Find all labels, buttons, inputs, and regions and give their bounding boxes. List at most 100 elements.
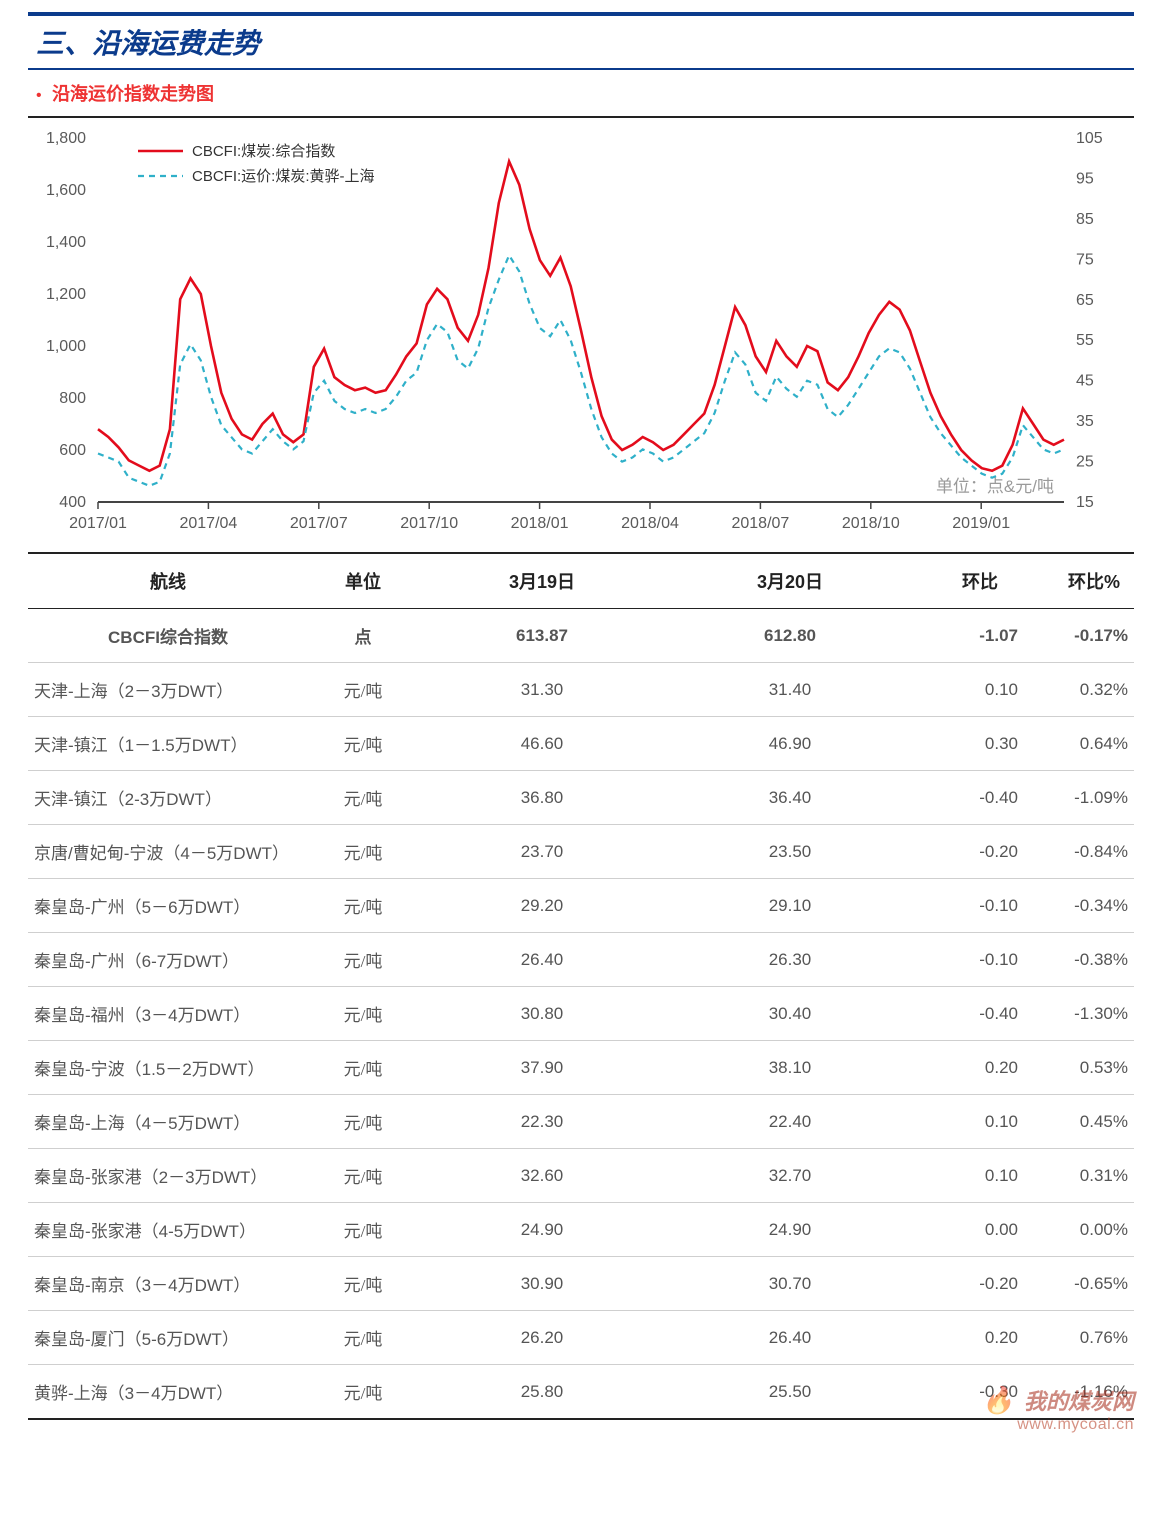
cell-d1: 32.60 [418, 1149, 666, 1203]
cell-unit: 元/吨 [308, 663, 418, 717]
cell-d1: 30.80 [418, 987, 666, 1041]
svg-text:2018/10: 2018/10 [842, 515, 900, 532]
svg-text:2018/07: 2018/07 [731, 515, 789, 532]
cell-route: 秦皇岛-福州（3－4万DWT） [28, 987, 308, 1041]
svg-text:1,000: 1,000 [46, 338, 86, 355]
cell-d1: 23.70 [418, 825, 666, 879]
cell-d2: 26.40 [666, 1311, 914, 1365]
chart-title: 沿海运价指数走势图 [52, 84, 214, 104]
svg-text:1,800: 1,800 [46, 130, 86, 147]
table-row: 秦皇岛-南京（3－4万DWT）元/吨30.9030.70-0.20-0.65% [28, 1257, 1134, 1311]
cell-hbp: -0.38% [1024, 933, 1134, 987]
cell-hbp: -0.65% [1024, 1257, 1134, 1311]
freight-chart: 4006008001,0001,2001,4001,6001,800 15253… [28, 126, 1134, 546]
svg-text:25: 25 [1076, 454, 1094, 471]
cell-route: 黄骅-上海（3－4万DWT） [28, 1365, 308, 1420]
cell-hb: 0.10 [914, 1149, 1024, 1203]
cell-route: 秦皇岛-广州（5－6万DWT） [28, 879, 308, 933]
table-row: 秦皇岛-广州（6-7万DWT）元/吨26.4026.30-0.10-0.38% [28, 933, 1134, 987]
cell-hbp: -1.16% [1024, 1365, 1134, 1420]
summary-d2: 612.80 [666, 609, 914, 663]
cell-unit: 元/吨 [308, 717, 418, 771]
cell-hb: 0.10 [914, 663, 1024, 717]
svg-text:15: 15 [1076, 494, 1094, 511]
table-row: 秦皇岛-宁波（1.5－2万DWT）元/吨37.9038.100.200.53% [28, 1041, 1134, 1095]
cell-hbp: 0.53% [1024, 1041, 1134, 1095]
cell-hb: 0.10 [914, 1095, 1024, 1149]
cell-unit: 元/吨 [308, 1311, 418, 1365]
col-unit: 单位 [308, 553, 418, 609]
cell-unit: 元/吨 [308, 879, 418, 933]
cell-hbp: 0.64% [1024, 717, 1134, 771]
svg-text:85: 85 [1076, 211, 1094, 228]
cell-d1: 31.30 [418, 663, 666, 717]
col-hb: 环比 [914, 553, 1024, 609]
cell-hbp: 0.32% [1024, 663, 1134, 717]
cell-hbp: 0.31% [1024, 1149, 1134, 1203]
bullet-icon: • [36, 87, 42, 104]
cell-d1: 22.30 [418, 1095, 666, 1149]
svg-text:400: 400 [59, 494, 86, 511]
cell-d1: 25.80 [418, 1365, 666, 1420]
cell-unit: 元/吨 [308, 771, 418, 825]
cell-unit: 元/吨 [308, 825, 418, 879]
table-header-row: 航线 单位 3月19日 3月20日 环比 环比% [28, 553, 1134, 609]
y2-axis: 152535455565758595105 [1076, 130, 1103, 511]
cell-hb: -0.10 [914, 879, 1024, 933]
table-row: 天津-镇江（1－1.5万DWT）元/吨46.6046.900.300.64% [28, 717, 1134, 771]
cell-d1: 26.40 [418, 933, 666, 987]
chart-title-row: • 沿海运价指数走势图 [28, 70, 1134, 112]
cell-d1: 29.20 [418, 879, 666, 933]
cell-route: 天津-镇江（2-3万DWT） [28, 771, 308, 825]
cell-unit: 元/吨 [308, 987, 418, 1041]
chart-legend: CBCFI:煤炭:综合指数 CBCFI:运价:煤炭:黄骅-上海 [138, 143, 375, 185]
series-line-1 [98, 161, 1064, 470]
cell-hbp: -0.34% [1024, 879, 1134, 933]
cell-unit: 元/吨 [308, 1041, 418, 1095]
cell-d2: 24.90 [666, 1203, 914, 1257]
col-d1: 3月19日 [418, 553, 666, 609]
cell-d2: 38.10 [666, 1041, 914, 1095]
cell-route: 秦皇岛-上海（4－5万DWT） [28, 1095, 308, 1149]
legend-label-2: CBCFI:运价:煤炭:黄骅-上海 [192, 168, 375, 185]
cell-d1: 30.90 [418, 1257, 666, 1311]
cell-hb: 0.30 [914, 717, 1024, 771]
cell-route: 秦皇岛-张家港（4-5万DWT） [28, 1203, 308, 1257]
cell-d2: 32.70 [666, 1149, 914, 1203]
cell-hb: 0.00 [914, 1203, 1024, 1257]
svg-text:800: 800 [59, 390, 86, 407]
cell-hbp: -1.30% [1024, 987, 1134, 1041]
cell-route: 天津-镇江（1－1.5万DWT） [28, 717, 308, 771]
cell-route: 天津-上海（2－3万DWT） [28, 663, 308, 717]
svg-text:600: 600 [59, 442, 86, 459]
chart-unit-label: 单位：点&元/吨 [936, 477, 1054, 496]
summary-d1: 613.87 [418, 609, 666, 663]
x-axis: 2017/012017/042017/072017/102018/012018/… [69, 502, 1010, 532]
cell-route: 秦皇岛-张家港（2－3万DWT） [28, 1149, 308, 1203]
table-row: 天津-镇江（2-3万DWT）元/吨36.8036.40-0.40-1.09% [28, 771, 1134, 825]
summary-hb: -1.07 [914, 609, 1024, 663]
cell-hbp: -1.09% [1024, 771, 1134, 825]
cell-hbp: -0.84% [1024, 825, 1134, 879]
cell-d1: 37.90 [418, 1041, 666, 1095]
table-row: 天津-上海（2－3万DWT）元/吨31.3031.400.100.32% [28, 663, 1134, 717]
cell-hb: -0.20 [914, 825, 1024, 879]
svg-text:2019/01: 2019/01 [952, 515, 1010, 532]
svg-text:95: 95 [1076, 170, 1094, 187]
svg-text:2017/07: 2017/07 [290, 515, 348, 532]
summary-hbp: -0.17% [1024, 609, 1134, 663]
table-row: 秦皇岛-张家港（4-5万DWT）元/吨24.9024.900.000.00% [28, 1203, 1134, 1257]
svg-text:55: 55 [1076, 332, 1094, 349]
legend-label-1: CBCFI:煤炭:综合指数 [192, 143, 335, 160]
cell-d2: 23.50 [666, 825, 914, 879]
cell-unit: 元/吨 [308, 1203, 418, 1257]
cell-unit: 元/吨 [308, 1365, 418, 1420]
cell-unit: 元/吨 [308, 933, 418, 987]
cell-d2: 22.40 [666, 1095, 914, 1149]
cell-route: 秦皇岛-宁波（1.5－2万DWT） [28, 1041, 308, 1095]
cell-hb: -0.10 [914, 933, 1024, 987]
cell-hb: 0.20 [914, 1041, 1024, 1095]
col-route: 航线 [28, 553, 308, 609]
cell-d2: 31.40 [666, 663, 914, 717]
cell-unit: 元/吨 [308, 1257, 418, 1311]
